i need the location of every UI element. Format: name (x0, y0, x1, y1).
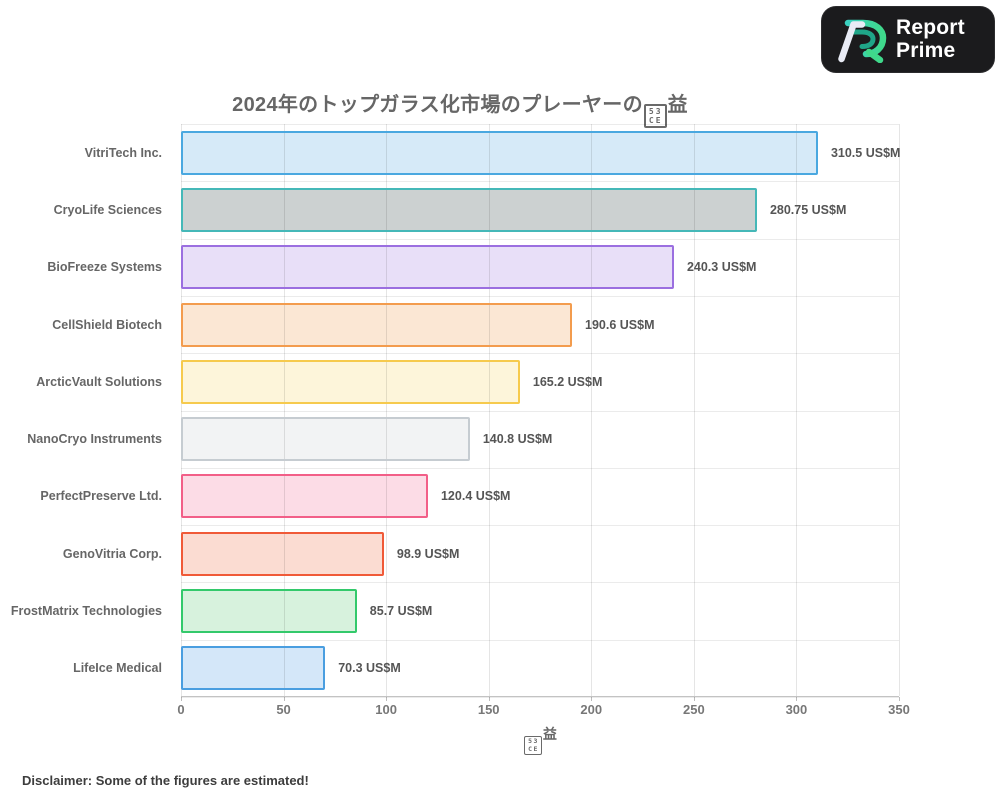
gridline-horizontal (181, 238, 899, 240)
x-axis-tick-mark (693, 697, 695, 701)
plot-area: 310.5 US$M 280.75 US$M 240.3 US$M 190.6 US$… (181, 124, 901, 701)
gridline-vertical (283, 124, 285, 696)
gridline-horizontal (181, 525, 899, 527)
gridline-horizontal (181, 639, 899, 641)
gridline-horizontal (181, 467, 899, 469)
gridline-horizontal (181, 697, 899, 698)
gridline-horizontal (181, 295, 899, 297)
chart-title-suffix: 益 (667, 94, 688, 116)
disclaimer-text: Disclaimer: Some of the figures are esti… (22, 773, 309, 788)
gridline-horizontal (181, 410, 899, 412)
bar (181, 646, 326, 691)
bar-outline (181, 531, 384, 576)
x-axis-tick-label: 250 (682, 702, 705, 717)
gridline-vertical (386, 124, 388, 696)
bar-value-label: 140.8 US$M (482, 432, 553, 447)
x-axis-label-suffix: 益 (542, 726, 557, 742)
category-label: VitriTech Inc. (84, 145, 162, 160)
bar (181, 130, 818, 175)
category-label: PerfectPreserve Ltd. (40, 489, 162, 504)
bar (181, 531, 384, 576)
bar-outline (181, 589, 357, 634)
brand-line-2: Prime (896, 38, 956, 62)
gridline-vertical (488, 124, 490, 696)
bar (181, 474, 428, 519)
x-axis-tick-labels: 0 50 100 150 200 250 300 350 (177, 702, 909, 720)
x-axis-tick-label: 350 (888, 702, 910, 717)
bar-outline (181, 187, 757, 232)
category-label: NanoCryo Instruments (27, 432, 162, 447)
x-axis-tick-label: 50 (276, 702, 291, 717)
gridline-vertical (899, 124, 900, 696)
bar-outline (181, 417, 470, 462)
bar (181, 245, 674, 290)
gridline-vertical (693, 124, 695, 696)
brand-line-1: Report (896, 16, 965, 40)
bar-outline (181, 646, 326, 691)
gridline-horizontal (181, 124, 899, 125)
missing-glyph-tofu-icon: 53 CE (643, 104, 667, 128)
category-label: CryoLife Sciences (53, 202, 162, 217)
gridline-horizontal (181, 181, 899, 183)
x-axis-tick-mark (899, 697, 900, 701)
x-axis-tick-label: 150 (477, 702, 500, 717)
category-label: GenoVitria Corp. (62, 546, 162, 561)
x-axis-tick-label: 200 (580, 702, 603, 717)
bar-value-label: 190.6 US$M (585, 317, 655, 332)
gridline-vertical (796, 124, 798, 696)
gridline-vertical (181, 124, 182, 696)
x-axis-tick-mark (488, 697, 490, 701)
x-axis-tick-label: 100 (375, 702, 397, 717)
bar (181, 187, 757, 232)
bar-value-label: 280.75 US$M (769, 202, 847, 217)
category-label: FrostMatrix Technologies (10, 604, 162, 619)
bar-outline (181, 130, 818, 175)
x-axis-label: 53 CE 益 (181, 724, 899, 755)
bar-outline (181, 245, 674, 290)
category-label: BioFreeze Systems (47, 260, 162, 275)
x-axis-tick-mark (181, 697, 182, 701)
category-label: CellShield Biotech (52, 317, 162, 332)
x-axis-tick-mark (591, 697, 593, 701)
x-axis-tick-mark (283, 697, 285, 701)
bar-value-label: 85.7 US$M (369, 604, 433, 619)
bar (181, 589, 357, 634)
bar-value-label: 165.2 US$M (532, 374, 603, 389)
bar-value-label: 70.3 US$M (338, 661, 401, 676)
bar-outline (181, 359, 520, 404)
y-axis-category-labels: VitriTech Inc. CryoLife Sciences BioFreeze… (0, 124, 172, 697)
x-axis-tick-label: 300 (785, 702, 808, 717)
category-label: LifeIce Medical (73, 661, 162, 676)
bar-outline (181, 474, 428, 519)
category-label: ArcticVault Solutions (36, 374, 162, 389)
gridline-horizontal (181, 353, 899, 355)
missing-glyph-tofu-icon: 53 CE (524, 736, 542, 755)
x-axis-tick-label: 0 (177, 702, 185, 717)
x-axis-tick-mark (386, 697, 388, 701)
bar (181, 302, 572, 347)
bar-value-label: 240.3 US$M (686, 260, 757, 275)
bar (181, 359, 520, 404)
x-axis-tick-mark (796, 697, 798, 701)
chart-title: 2024年のトップガラス化市場のプレーヤーの 53 CE 益 (0, 88, 920, 128)
bar-value-label: 98.9 US$M (396, 546, 460, 561)
bar-outline (181, 302, 572, 347)
gridline-horizontal (181, 582, 899, 584)
report-prime-logo: Report Prime (822, 7, 994, 72)
bar (181, 417, 470, 462)
bar-value-label: 310.5 US$M (830, 145, 901, 160)
brand-name: Report Prime (896, 16, 965, 62)
chart-title-text: 2024年のトップガラス化市場のプレーヤーの (232, 94, 643, 116)
bar-value-label: 120.4 US$M (440, 489, 511, 504)
gridline-vertical (591, 124, 593, 696)
report-prime-r-icon (838, 19, 887, 63)
